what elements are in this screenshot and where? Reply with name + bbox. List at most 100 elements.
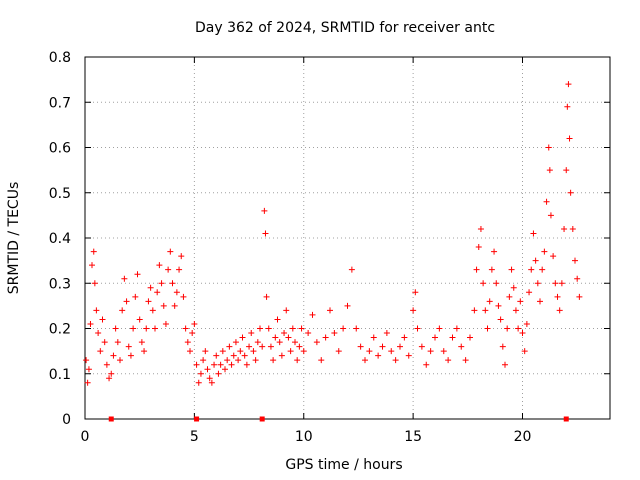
data-point [541,248,548,255]
data-point [274,316,281,323]
data-point [547,212,554,219]
data-point [254,339,261,346]
data-point [427,348,434,355]
data-point [567,189,574,196]
data-point [138,339,145,346]
data-point [119,307,126,314]
data-point [462,357,469,364]
data-point [283,307,290,314]
data-point [106,375,113,382]
data-point [357,343,364,350]
data-point [215,370,222,377]
x-tick-label: 0 [81,429,90,445]
data-point [405,352,412,359]
data-point [152,325,158,332]
data-point [97,348,104,355]
grid-lines [85,57,610,419]
data-point [515,325,522,332]
data-point [552,280,559,287]
data-point [219,348,226,355]
data-point [248,330,255,337]
data-point [495,302,502,309]
data-point [388,348,395,355]
data-point [313,339,320,346]
data-point [261,207,268,214]
data-point [335,348,342,355]
data-point [318,357,325,364]
data-point [309,311,316,318]
data-point [91,280,98,287]
data-point [239,334,246,341]
data-point [558,280,565,287]
data-point [532,257,539,264]
data-point [184,339,191,346]
data-point [327,307,333,314]
data-point [281,330,288,337]
data-point [257,325,263,332]
data-point [502,361,508,368]
data-point [392,357,399,364]
data-point [504,325,511,332]
data-point [125,343,132,350]
data-point [445,357,452,364]
data-point [87,320,94,327]
data-point [482,307,489,314]
data-point [84,379,91,386]
data-point [569,225,576,232]
data-point [506,293,513,300]
data-point [156,262,163,269]
data-point [517,298,524,305]
data-point [134,271,141,278]
data-point [289,325,296,332]
data-point [169,280,176,287]
data-point [298,325,305,332]
data-point [197,370,204,377]
data-point [162,320,169,327]
data-point [510,284,517,291]
data-point [508,266,515,273]
axis-marker [194,416,200,422]
tick-labels: 0 5 10 15 20 0 0.1 0.2 0.3 0.4 0.5 0.6 0.7 0.8 [49,50,532,445]
data-point [458,343,465,350]
data-point [550,253,557,260]
data-point [89,262,95,269]
data-point [193,361,200,368]
data-point [331,330,338,337]
data-point [246,343,253,350]
data-point [178,253,185,260]
data-point [121,275,128,282]
data-point [213,352,220,359]
data-point [486,298,493,305]
data-point [235,357,242,364]
data-point [545,144,552,151]
y-tick-label: 0.7 [49,95,71,111]
data-point [272,334,279,341]
data-point [117,357,123,364]
data-point [191,320,198,327]
data-point [93,307,100,314]
data-point [543,198,550,205]
data-point [564,103,571,110]
x-tick-label: 15 [404,429,422,445]
axis-marker [108,416,114,422]
data-point [226,343,233,350]
data-point [278,352,285,359]
data-point [574,275,581,282]
data-point [473,266,480,273]
data-point [211,361,218,368]
data-point [353,325,360,332]
data-point [526,289,533,296]
data-point [112,325,119,332]
plot-frame [84,56,611,420]
y-tick-label: 0 [62,412,71,428]
data-point [475,244,482,251]
data-point [143,325,150,332]
data-point [340,325,347,332]
data-point [232,339,239,346]
data-point [488,266,495,273]
data-point [383,330,390,337]
y-tick-label: 0.4 [49,231,71,247]
data-point [259,343,266,350]
data-point [410,307,417,314]
data-point [149,307,156,314]
